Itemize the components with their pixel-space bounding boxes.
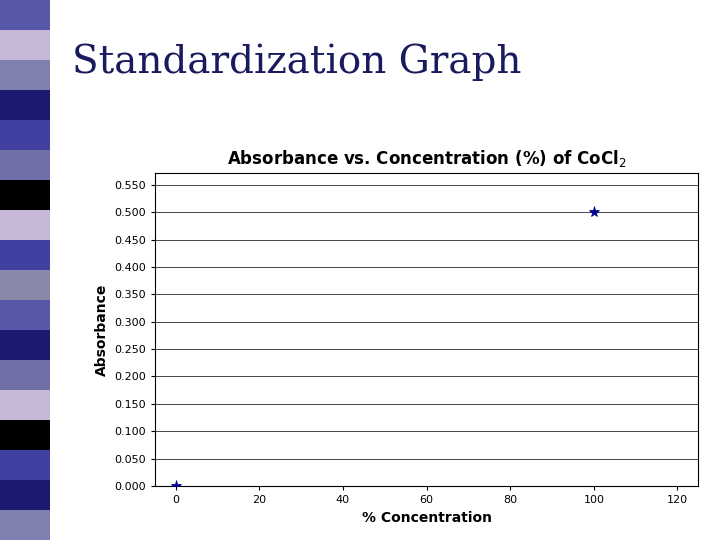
Title: Absorbance vs. Concentration (%) of CoCl$_2$: Absorbance vs. Concentration (%) of CoCl…: [227, 148, 626, 170]
Text: Standardization Graph: Standardization Graph: [72, 43, 521, 80]
X-axis label: % Concentration: % Concentration: [361, 511, 492, 524]
Y-axis label: Absorbance: Absorbance: [94, 283, 109, 376]
